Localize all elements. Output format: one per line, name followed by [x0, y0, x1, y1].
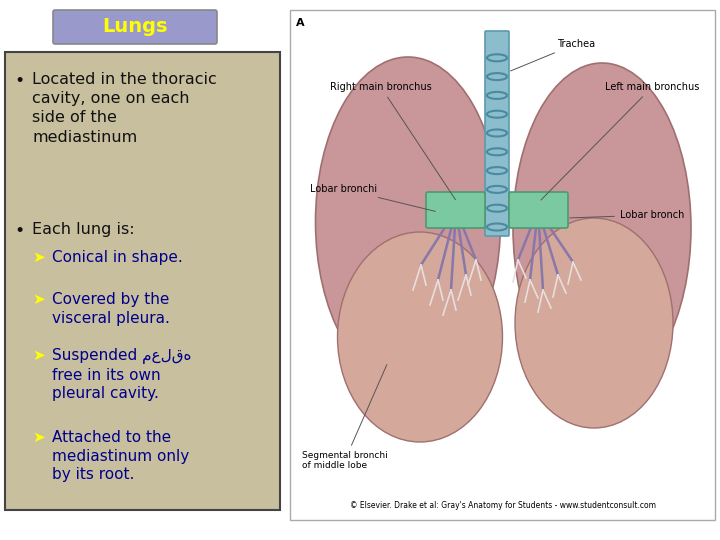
- Text: Trachea: Trachea: [510, 39, 595, 71]
- Text: ➤: ➤: [32, 430, 45, 445]
- Text: © Elsevier. Drake et al: Gray's Anatomy for Students - www.studentconsult.com: © Elsevier. Drake et al: Gray's Anatomy …: [349, 501, 655, 510]
- FancyBboxPatch shape: [426, 192, 485, 228]
- Ellipse shape: [515, 218, 673, 428]
- Ellipse shape: [513, 63, 691, 393]
- Ellipse shape: [315, 57, 500, 387]
- Text: Right main bronchus: Right main bronchus: [330, 82, 456, 200]
- Text: Lobar bronch: Lobar bronch: [570, 210, 685, 220]
- Text: •: •: [14, 72, 24, 90]
- FancyBboxPatch shape: [509, 192, 568, 228]
- FancyBboxPatch shape: [53, 10, 217, 44]
- Ellipse shape: [338, 232, 503, 442]
- Text: Attached to the
mediastinum only
by its root.: Attached to the mediastinum only by its …: [52, 430, 189, 482]
- Text: Each lung is:: Each lung is:: [32, 222, 135, 237]
- Text: A: A: [296, 18, 305, 28]
- Text: Located in the thoracic
cavity, one on each
side of the
mediastinum: Located in the thoracic cavity, one on e…: [32, 72, 217, 145]
- Text: Segmental bronchi
of middle lobe: Segmental bronchi of middle lobe: [302, 364, 388, 470]
- Text: ➤: ➤: [32, 250, 45, 265]
- FancyBboxPatch shape: [5, 52, 280, 510]
- Text: Suspended معلقه
free in its own
pleural cavity.: Suspended معلقه free in its own pleural …: [52, 348, 192, 401]
- FancyBboxPatch shape: [485, 31, 509, 236]
- Text: ➤: ➤: [32, 292, 45, 307]
- Text: Covered by the
visceral pleura.: Covered by the visceral pleura.: [52, 292, 170, 326]
- Text: •: •: [14, 222, 24, 240]
- Text: Lobar bronchi: Lobar bronchi: [310, 184, 436, 211]
- Text: Left main bronchus: Left main bronchus: [541, 82, 699, 200]
- Text: Conical in shape.: Conical in shape.: [52, 250, 183, 265]
- Text: Lungs: Lungs: [102, 17, 168, 37]
- Text: ➤: ➤: [32, 348, 45, 363]
- Bar: [290, 10, 715, 520]
